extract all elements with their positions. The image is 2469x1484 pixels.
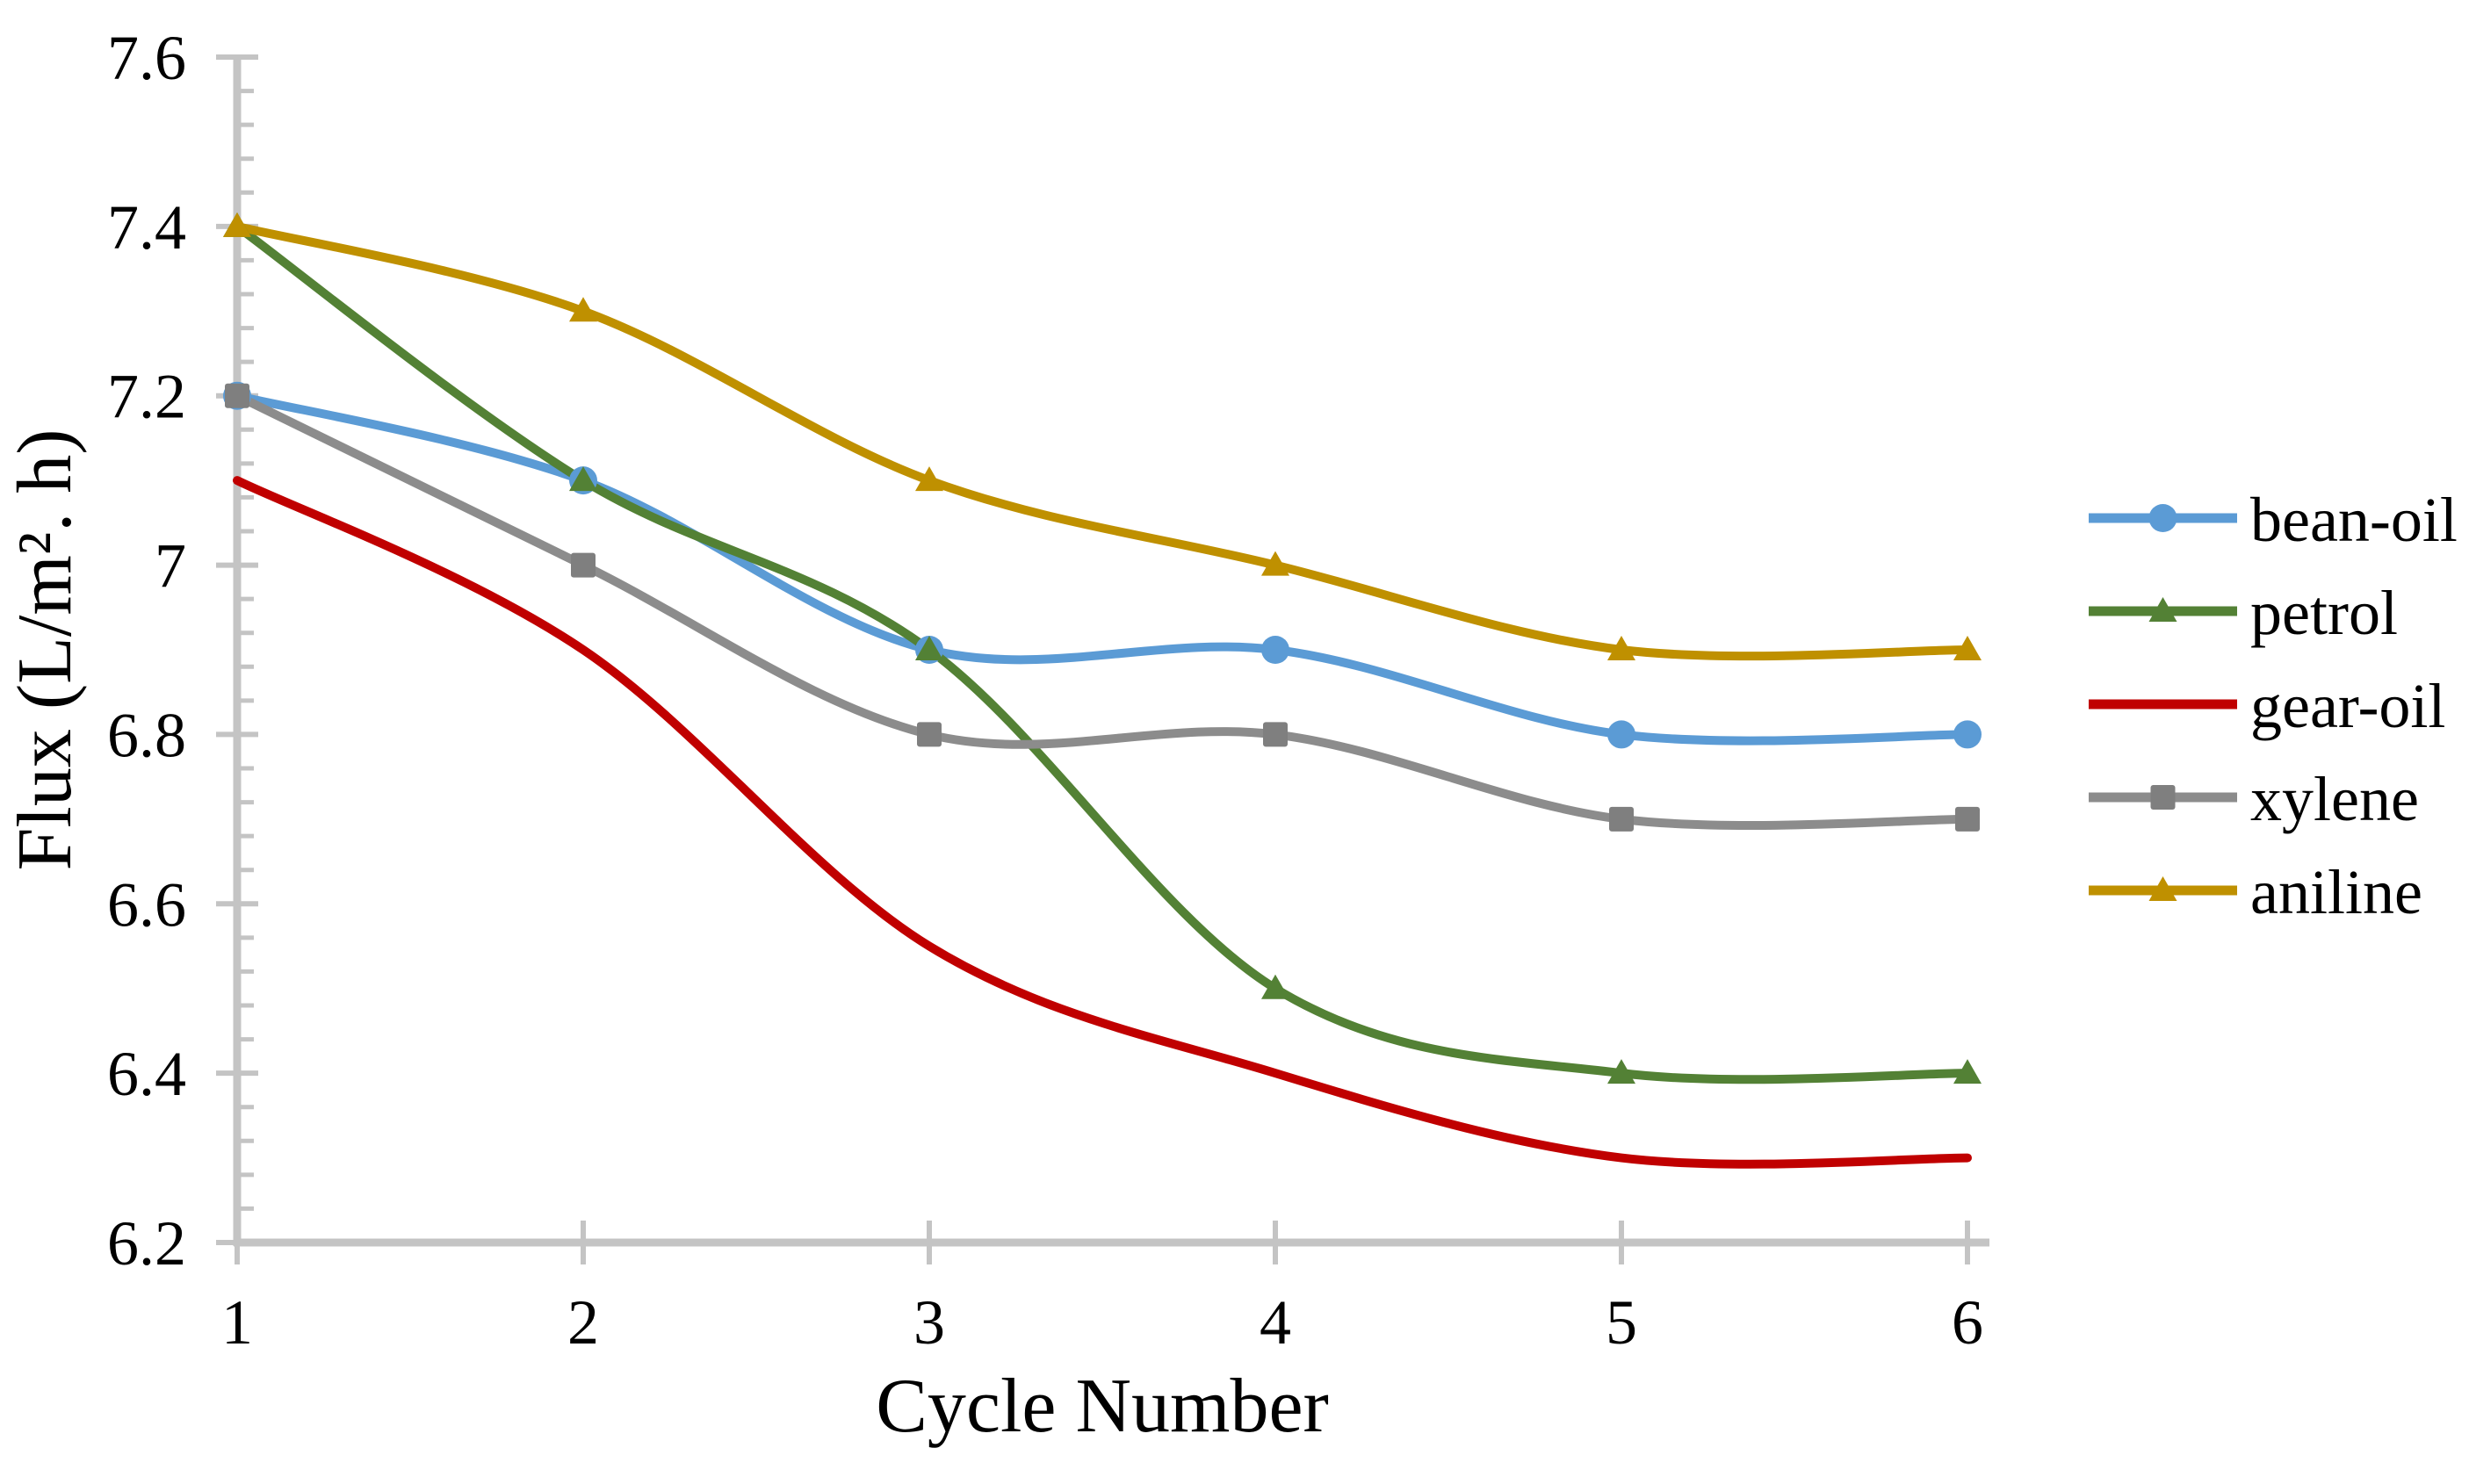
y-tick-label: 7.4 [107,192,186,263]
series-aniline-marker-triangle [1953,636,1982,660]
legend-label-aniline: aniline [2250,857,2422,927]
axes [233,57,1989,1247]
y-axis-title: Flux (L/m². h) [3,429,88,870]
series-petrol-marker-triangle [1953,1059,1982,1084]
series-xylene-marker-square [917,722,942,747]
legend-label-xylene: xylene [2250,764,2419,834]
x-tick-label: 3 [913,1287,945,1358]
series-line-xylene [233,391,1972,830]
series-petrol-marker-triangle [915,636,943,660]
x-tick-label: 2 [567,1287,599,1358]
legend-petrol-marker-triangle [2148,597,2177,622]
legend-item-xylene: xylene [2089,764,2419,834]
y-tick-label: 6.6 [107,869,186,940]
legend-label-gear-oil: gear-oil [2250,671,2445,741]
series-aniline-marker-triangle [569,297,597,322]
series-aniline-marker-triangle [915,466,943,492]
y-tick-label: 6.4 [107,1039,186,1109]
series-bean-oil-marker-circle [1953,720,1982,749]
x-tick-label: 6 [1952,1287,1983,1358]
series-bean-oil-marker-circle [1607,720,1635,749]
legend-xylene-marker-square [2150,785,2176,810]
legend-bean-oil-marker-circle [2148,504,2177,532]
series-xylene-marker-square [1609,806,1634,832]
series-aniline-marker-triangle [1261,551,1289,576]
series-xylene-marker-square [1263,722,1288,747]
series-xylene-marker-square [225,383,249,408]
series-line-gear-oil [233,476,1972,1169]
series-xylene-marker-square [571,552,596,578]
series-line-aniline [233,221,1972,661]
x-tick-label: 5 [1606,1287,1637,1358]
series-petrol-marker-triangle [1261,974,1289,999]
series-petrol-marker-triangle [569,466,597,492]
y-tick-label: 6.2 [107,1208,186,1279]
series-aniline-marker-triangle [223,212,251,237]
legend-aniline-marker-triangle [2148,876,2177,901]
axis-tick-labels: 7.6 7.4 7.2 7 6.8 6.6 6.4 6.2 1 2 3 4 5 6 [107,23,1983,1358]
y-tick-label: 7 [155,531,186,602]
series-petrol-marker-triangle [1607,1059,1635,1084]
series-line-bean-oil [233,391,1972,746]
data-series [223,212,1982,1169]
y-tick-label: 6.8 [107,700,186,770]
axis-ticks [216,54,1970,1264]
series-bean-oil-marker-circle [1261,636,1289,664]
legend-label-bean-oil: bean-oil [2250,485,2458,555]
y-tick-label: 7.2 [107,362,186,432]
legend-item-bean-oil: bean-oil [2089,485,2458,555]
x-tick-label: 1 [221,1287,253,1358]
x-axis-title: Cycle Number [876,1364,1329,1449]
series-aniline-marker-triangle [1607,636,1635,660]
legend-item-petrol: petrol [2089,578,2398,648]
legend: bean-oil petrol gear-oil xylene aniline [2089,485,2458,927]
series-line-petrol [233,221,1972,1084]
legend-item-gear-oil: gear-oil [2089,671,2445,741]
series-xylene-marker-square [1955,806,1980,832]
x-tick-label: 4 [1260,1287,1291,1358]
legend-item-aniline: aniline [2089,857,2422,927]
legend-label-petrol: petrol [2250,578,2398,648]
y-tick-label: 7.6 [107,23,186,93]
